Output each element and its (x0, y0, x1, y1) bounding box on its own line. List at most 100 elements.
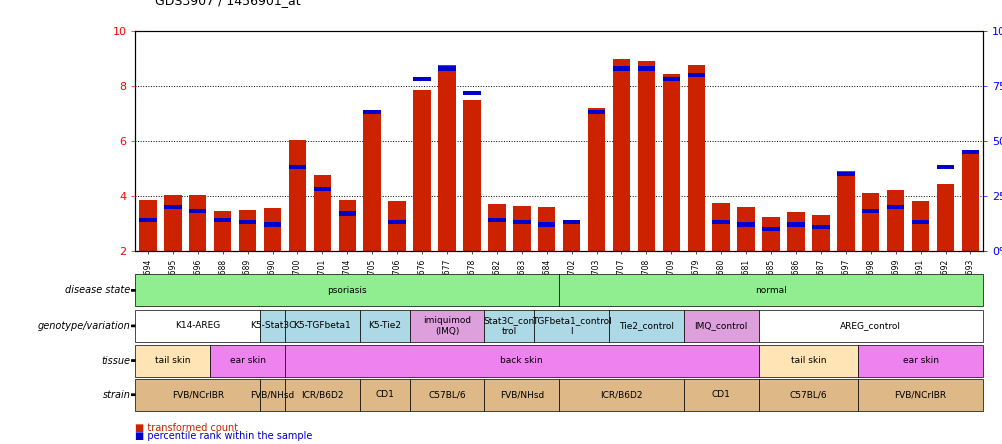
Bar (812, 225, 829, 229)
Bar (388, 220, 406, 224)
Bar (488, 204, 505, 251)
Bar (139, 200, 156, 251)
Bar (562, 220, 580, 224)
Bar (637, 67, 654, 71)
Bar (238, 210, 257, 251)
Text: ■ transformed count: ■ transformed count (135, 424, 238, 433)
Text: CD1: CD1 (375, 390, 394, 399)
Bar (637, 61, 654, 251)
Bar (686, 65, 704, 251)
Bar (736, 207, 755, 251)
Bar (413, 90, 431, 251)
Bar (264, 222, 281, 226)
Bar (289, 165, 306, 170)
Bar (787, 212, 804, 251)
Bar (438, 67, 455, 71)
Bar (911, 220, 929, 224)
Text: genotype/variation: genotype/variation (38, 321, 130, 331)
FancyArrow shape (131, 393, 145, 396)
Bar (438, 65, 455, 251)
Bar (413, 77, 431, 82)
Text: ICR/B6D2: ICR/B6D2 (599, 390, 642, 399)
Bar (587, 111, 604, 115)
Bar (289, 139, 306, 251)
Text: tissue: tissue (101, 356, 130, 365)
Text: ■ percentile rank within the sample: ■ percentile rank within the sample (135, 431, 313, 441)
Text: CD1: CD1 (711, 390, 729, 399)
Text: FVB/NHsd: FVB/NHsd (499, 390, 543, 399)
Bar (238, 220, 257, 224)
Text: disease state: disease state (65, 285, 130, 295)
Bar (363, 111, 381, 251)
Bar (164, 194, 181, 251)
Bar (787, 222, 804, 226)
Bar (711, 203, 729, 251)
FancyArrow shape (131, 324, 145, 328)
Bar (587, 108, 604, 251)
Bar (339, 200, 356, 251)
Bar (612, 67, 629, 71)
Bar (662, 77, 679, 82)
Bar (463, 91, 480, 95)
Text: AREG_control: AREG_control (840, 321, 901, 330)
Text: C57BL/6: C57BL/6 (789, 390, 827, 399)
Bar (488, 218, 505, 222)
Bar (961, 151, 978, 251)
FancyArrow shape (131, 359, 145, 362)
Text: Tie2_control: Tie2_control (618, 321, 673, 330)
Bar (886, 205, 904, 209)
Bar (314, 175, 331, 251)
Text: strain: strain (102, 390, 130, 400)
Bar (612, 59, 629, 251)
Bar (388, 202, 406, 251)
Bar (837, 171, 854, 251)
Bar (736, 222, 755, 226)
Bar (762, 227, 779, 231)
Bar (537, 207, 555, 251)
Bar (537, 222, 555, 226)
Text: ICR/B6D2: ICR/B6D2 (301, 390, 344, 399)
Bar (339, 211, 356, 215)
Bar (188, 209, 206, 214)
Bar (662, 74, 679, 251)
Bar (762, 217, 779, 251)
Text: C57BL/6: C57BL/6 (428, 390, 465, 399)
Bar (711, 220, 729, 224)
Text: GDS3907 / 1456901_at: GDS3907 / 1456901_at (155, 0, 301, 7)
Bar (188, 194, 206, 251)
Text: IMQ_control: IMQ_control (693, 321, 747, 330)
Text: FVB/NCrIBR: FVB/NCrIBR (171, 390, 223, 399)
Text: normal: normal (755, 286, 787, 295)
Text: back skin: back skin (500, 356, 542, 365)
Text: K14-AREG: K14-AREG (175, 321, 220, 330)
FancyArrow shape (131, 289, 145, 292)
Text: ear skin: ear skin (902, 356, 938, 365)
Text: FVB/NHsd: FVB/NHsd (250, 390, 295, 399)
Text: K5-Tie2: K5-Tie2 (368, 321, 401, 330)
Bar (213, 211, 231, 251)
Bar (513, 220, 530, 224)
Bar (264, 208, 281, 251)
Bar (139, 218, 156, 222)
Text: FVB/NCrIBR: FVB/NCrIBR (894, 390, 946, 399)
Bar (363, 111, 381, 115)
Bar (213, 218, 231, 222)
Text: imiquimod
(IMQ): imiquimod (IMQ) (423, 316, 471, 336)
Bar (513, 206, 530, 251)
Bar (936, 183, 953, 251)
Text: ear skin: ear skin (229, 356, 266, 365)
Bar (837, 172, 854, 176)
Bar (164, 205, 181, 209)
Bar (911, 202, 929, 251)
Bar (463, 100, 480, 251)
Bar (812, 215, 829, 251)
Text: tail skin: tail skin (790, 356, 826, 365)
Text: tail skin: tail skin (155, 356, 190, 365)
Bar (861, 209, 879, 214)
Bar (886, 190, 904, 251)
Bar (936, 165, 953, 170)
Bar (861, 193, 879, 251)
Text: psoriasis: psoriasis (327, 286, 367, 295)
Text: K5-Stat3C: K5-Stat3C (249, 321, 295, 330)
Bar (961, 150, 978, 154)
